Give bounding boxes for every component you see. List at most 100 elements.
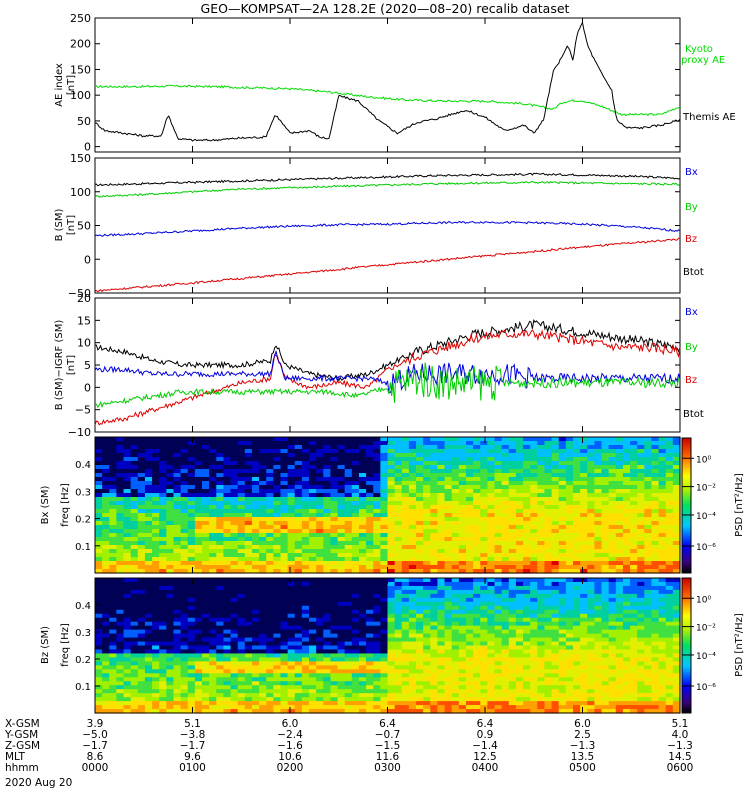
spectrogram-cell [487,697,496,702]
spectrogram-cell [344,637,353,643]
spectrogram-cell [159,593,167,599]
spectrogram-cell [216,441,225,446]
spectrogram-cell [494,445,503,450]
spectrogram-cell [330,681,339,686]
spectrogram-cell [351,673,360,678]
spectrogram-cell [508,589,517,595]
spectrogram-cell [159,565,167,570]
spectrogram-cell [458,645,467,651]
spectrogram-cell [423,485,431,490]
spectrogram-cell [501,453,510,458]
spectrogram-cell [473,449,481,454]
spectrogram-cell [102,705,110,710]
spectrogram-cell [451,449,460,454]
spectrogram-cell [330,581,339,587]
spectrogram-cell [130,549,139,554]
spectrogram-cell [259,709,267,714]
spectrogram-cell [487,445,496,450]
spectrogram-cell [358,625,367,631]
spectrogram-cell [137,701,146,706]
spectrogram-cell [501,537,510,542]
spectrogram-cell [451,661,460,666]
spectrogram-cell [202,497,210,502]
spectrogram-cell [351,597,360,603]
spectrogram-cell [494,609,503,615]
spectrogram-cell [152,701,160,706]
spectrogram-cell [230,465,239,470]
spectrogram-cell [351,665,360,670]
spectrogram-cell [337,581,346,587]
spectrogram-cell [416,473,424,478]
spectrogram-cell [637,549,645,554]
spectrogram-cell [95,669,103,674]
spectrogram-cell [444,561,453,566]
spectrogram-cell [437,681,446,686]
spectrogram-cell [230,701,239,706]
spectrogram-cell [244,613,253,619]
spectrogram-cell [244,709,253,714]
ytick-label: 5 [84,359,91,372]
spectrogram-cell [109,521,117,526]
spectrogram-cell [565,485,574,490]
spectrogram-cell [373,569,381,574]
spectrogram-cell [180,441,189,446]
spectrogram-cell [408,521,417,526]
spectrogram-cell [515,597,524,603]
spectrogram-cell [394,469,403,474]
spectrogram-cell [558,569,567,574]
spectrogram-cell [380,449,389,454]
spectrogram-cell [259,593,267,599]
spectrogram-cell [216,697,225,702]
spectrogram-cell [565,541,574,546]
spectrogram-cell [337,513,346,518]
spectrogram-cell [358,469,367,474]
spectrogram-cell [194,689,203,694]
spectrogram-cell [266,505,274,510]
spectrogram-cell [273,637,282,643]
spectrogram-cell [144,673,153,678]
spectrogram-cell [637,513,645,518]
bsm-series-group [94,172,681,293]
ytick-label: 200 [70,38,91,51]
spectrogram-cell [344,529,353,534]
spectrogram-cell [523,469,531,474]
spectrogram-cell [572,521,581,526]
spectrogram-cell [373,457,381,462]
spectrogram-cell [251,633,260,639]
spectrogram-cell [316,441,324,446]
spectrogram-cell [523,453,531,458]
spectrogram-cell [572,569,581,574]
spectrogram-cell [358,601,367,607]
spectrogram-cell [130,601,139,607]
spectrogram-cell [330,493,339,498]
spectrogram-cell [408,549,417,554]
spectrogram-cell [487,705,496,710]
spectrogram-cell [523,513,531,518]
spectrogram-cell [358,477,367,482]
spectrogram-cell [194,589,203,595]
spectrogram-cell [244,669,253,674]
spectrogram-cell [130,497,139,502]
spectrogram-cell [451,497,460,502]
spectrogram-cell [330,561,339,566]
spectrogram-cell [515,617,524,623]
spectrogram-cell [301,693,310,698]
spectrogram-cell [259,649,267,655]
spectrogram-cell [416,557,424,562]
spectrogram-cell [187,545,196,550]
spectrogram-cell [230,637,239,643]
spectrogram-cell [166,661,175,666]
spectrogram-cell [451,597,460,603]
spectrogram-cell [166,437,175,442]
spectrogram-cell [465,653,474,659]
spectrogram-cell [337,601,346,607]
spectrogram-cell [416,529,424,534]
spectrogram-cell [487,553,496,558]
spectrogram-cell [373,669,381,674]
spectrogram-cell [202,621,210,627]
spectrogram-cell [551,497,560,502]
spectrogram-cell [337,597,346,603]
spectrogram-cell [95,529,103,534]
spectrogram-cell [202,709,210,714]
spectrogram-cell [451,585,460,591]
